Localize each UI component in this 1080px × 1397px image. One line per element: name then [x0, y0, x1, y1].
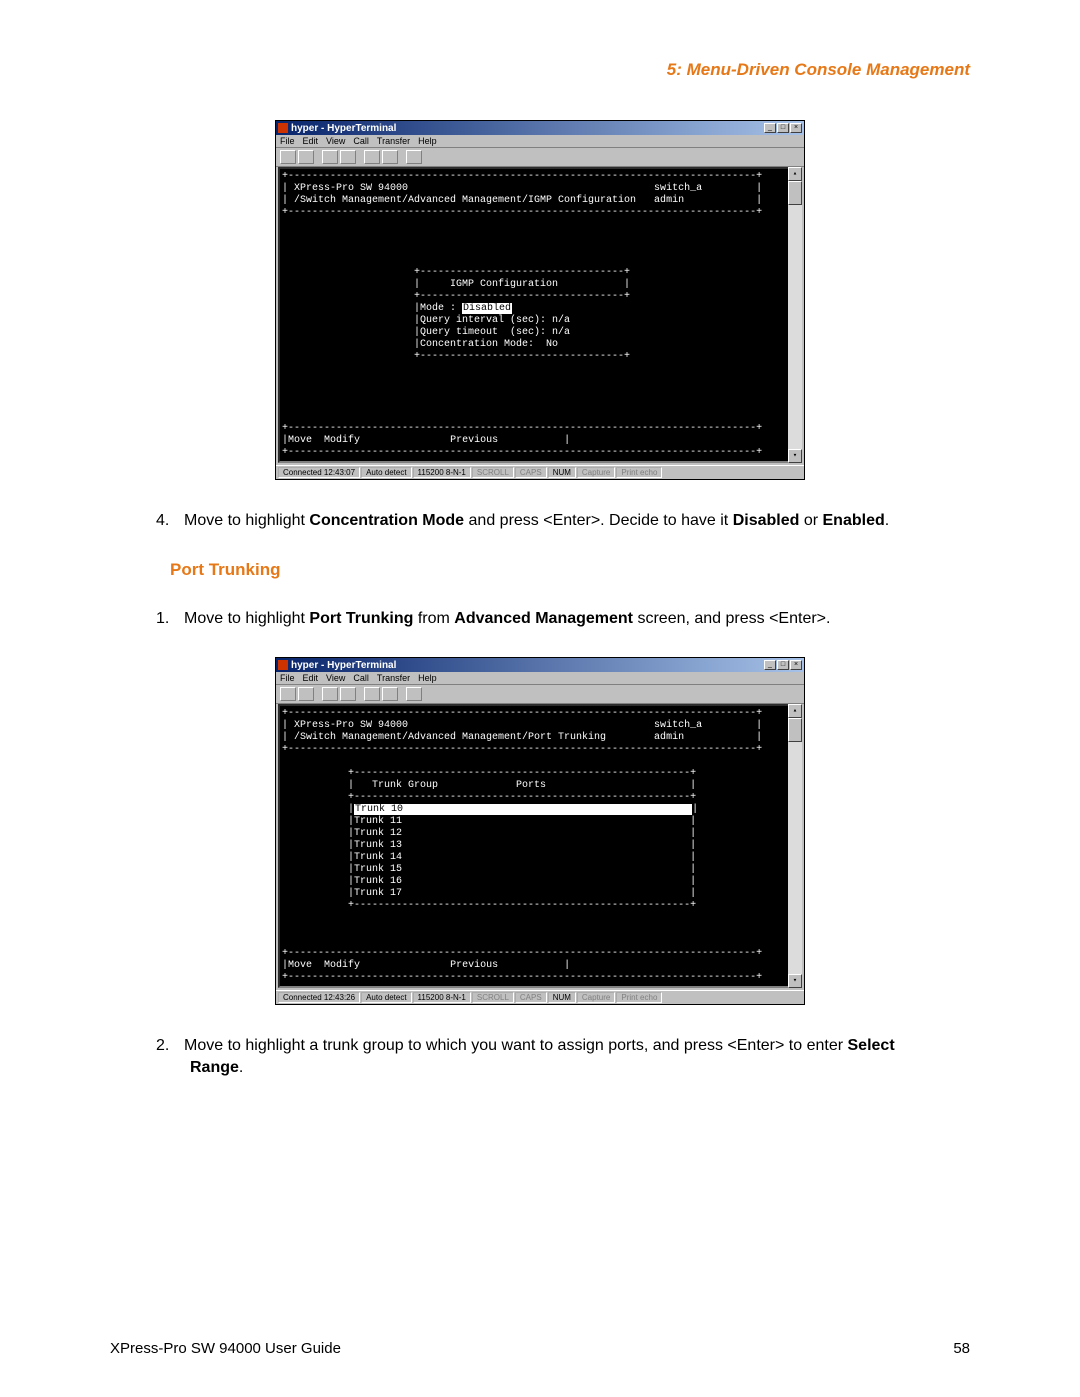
page-footer: XPress-Pro SW 94000 User Guide 58 — [110, 1340, 970, 1357]
menu-transfer[interactable]: Transfer — [377, 673, 410, 683]
toolbar-btn[interactable] — [340, 687, 356, 701]
scroll-up-icon[interactable]: ▴ — [788, 704, 802, 718]
screenshot-igmp: hyper - HyperTerminal _ □ × File Edit Vi… — [275, 120, 805, 480]
toolbar-btn[interactable] — [382, 150, 398, 164]
app-icon — [278, 660, 288, 670]
toolbar-btn[interactable] — [406, 687, 422, 701]
status-caps: CAPS — [515, 467, 547, 478]
toolbar-btn[interactable] — [322, 150, 338, 164]
menu-view[interactable]: View — [326, 136, 345, 146]
toolbar — [276, 685, 804, 704]
minimize-icon[interactable]: _ — [764, 123, 776, 133]
toolbar-btn[interactable] — [298, 150, 314, 164]
toolbar-btn[interactable] — [406, 150, 422, 164]
section-heading: Port Trunking — [170, 560, 970, 580]
status-capture: Capture — [577, 467, 615, 478]
scroll-down-icon[interactable]: ▾ — [788, 974, 802, 988]
menu-call[interactable]: Call — [353, 673, 369, 683]
status-print: Print echo — [616, 992, 662, 1003]
close-icon[interactable]: × — [790, 660, 802, 670]
menu-transfer[interactable]: Transfer — [377, 136, 410, 146]
footer-left: XPress-Pro SW 94000 User Guide — [110, 1340, 341, 1357]
toolbar-btn[interactable] — [340, 150, 356, 164]
page-number: 58 — [953, 1340, 970, 1357]
scroll-up-icon[interactable]: ▴ — [788, 167, 802, 181]
screenshot-port-trunking: hyper - HyperTerminal _ □ × File Edit Vi… — [275, 657, 805, 1005]
step-number: 4. — [156, 510, 184, 532]
status-speed: 115200 8-N-1 — [413, 467, 471, 478]
scroll-down-icon[interactable]: ▾ — [788, 449, 802, 463]
scroll-thumb[interactable] — [788, 718, 802, 742]
menubar: File Edit View Call Transfer Help — [276, 135, 804, 148]
status-connected: Connected 12:43:26 — [278, 992, 360, 1003]
window-controls: _ □ × — [764, 660, 802, 670]
step-pt-1: 1.Move to highlight Port Trunking from A… — [190, 608, 970, 630]
menu-view[interactable]: View — [326, 673, 345, 683]
toolbar-btn[interactable] — [280, 150, 296, 164]
toolbar-btn[interactable] — [364, 150, 380, 164]
status-detect: Auto detect — [361, 992, 411, 1003]
status-print: Print echo — [616, 467, 662, 478]
terminal-screen-trunking: +---------------------------------------… — [278, 704, 788, 988]
step-number: 2. — [156, 1035, 184, 1057]
menu-help[interactable]: Help — [418, 673, 437, 683]
menu-file[interactable]: File — [280, 673, 295, 683]
step-number: 1. — [156, 608, 184, 630]
maximize-icon[interactable]: □ — [777, 123, 789, 133]
status-detect: Auto detect — [361, 467, 411, 478]
toolbar-btn[interactable] — [322, 687, 338, 701]
maximize-icon[interactable]: □ — [777, 660, 789, 670]
toolbar-btn[interactable] — [280, 687, 296, 701]
window-controls: _ □ × — [764, 123, 802, 133]
window-titlebar: hyper - HyperTerminal _ □ × — [276, 121, 804, 135]
statusbar: Connected 12:43:26 Auto detect 115200 8-… — [276, 990, 804, 1004]
step-pt-2: 2.Move to highlight a trunk group to whi… — [190, 1035, 970, 1078]
status-scroll: SCROLL — [472, 992, 514, 1003]
toolbar-btn[interactable] — [382, 687, 398, 701]
statusbar: Connected 12:43:07 Auto detect 115200 8-… — [276, 465, 804, 479]
toolbar — [276, 148, 804, 167]
menu-help[interactable]: Help — [418, 136, 437, 146]
close-icon[interactable]: × — [790, 123, 802, 133]
scrollbar[interactable]: ▴ ▾ — [788, 167, 802, 463]
terminal-screen-igmp: +---------------------------------------… — [278, 167, 788, 463]
menu-edit[interactable]: Edit — [303, 673, 319, 683]
scrollbar[interactable]: ▴ ▾ — [788, 704, 802, 988]
status-scroll: SCROLL — [472, 467, 514, 478]
status-num: NUM — [548, 992, 576, 1003]
status-connected: Connected 12:43:07 — [278, 467, 360, 478]
menubar: File Edit View Call Transfer Help — [276, 672, 804, 685]
toolbar-btn[interactable] — [298, 687, 314, 701]
minimize-icon[interactable]: _ — [764, 660, 776, 670]
status-num: NUM — [548, 467, 576, 478]
window-title: hyper - HyperTerminal — [291, 123, 764, 134]
menu-file[interactable]: File — [280, 136, 295, 146]
step-4: 4.Move to highlight Concentration Mode a… — [190, 510, 970, 532]
window-titlebar: hyper - HyperTerminal _ □ × — [276, 658, 804, 672]
status-capture: Capture — [577, 992, 615, 1003]
scroll-thumb[interactable] — [788, 181, 802, 205]
menu-call[interactable]: Call — [353, 136, 369, 146]
app-icon — [278, 123, 288, 133]
window-title: hyper - HyperTerminal — [291, 660, 764, 671]
toolbar-btn[interactable] — [364, 687, 380, 701]
status-caps: CAPS — [515, 992, 547, 1003]
menu-edit[interactable]: Edit — [303, 136, 319, 146]
status-speed: 115200 8-N-1 — [413, 992, 471, 1003]
chapter-title: 5: Menu-Driven Console Management — [110, 60, 970, 80]
